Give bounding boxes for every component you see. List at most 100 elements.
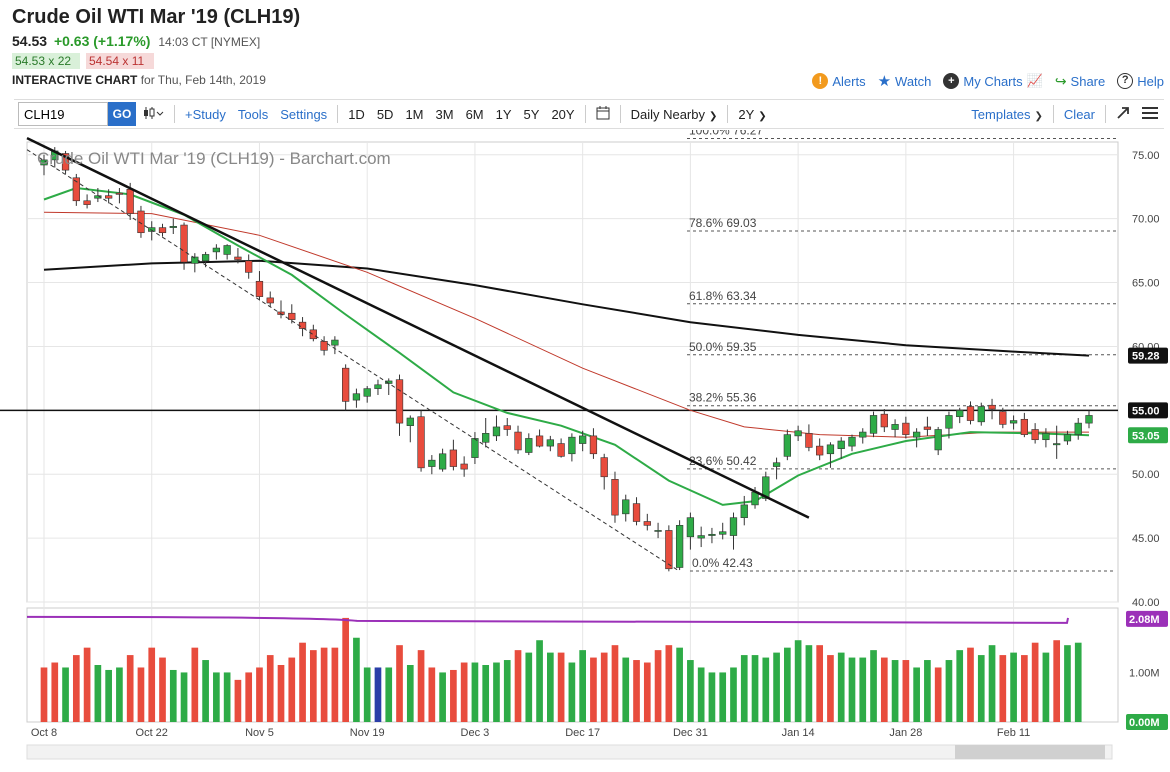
- price-label-box: [1128, 427, 1168, 444]
- volume-bar: [934, 667, 942, 722]
- volume-bar: [600, 652, 608, 722]
- candle: [988, 404, 996, 410]
- volume-bar: [126, 655, 134, 722]
- volume-bar: [202, 660, 209, 722]
- x-tick-label: Jan 14: [782, 727, 815, 739]
- quote-time: 14:03 CT [NYMEX]: [158, 35, 261, 49]
- candle: [320, 341, 328, 351]
- candle: [622, 499, 630, 515]
- candle: [826, 444, 835, 455]
- templates-dropdown[interactable]: Templates ❯: [965, 107, 1049, 122]
- x-tick-label: Dec 3: [461, 727, 490, 739]
- candle: [234, 256, 242, 260]
- candle: [740, 504, 748, 518]
- toolbar-divider: [1052, 105, 1054, 123]
- candle: [61, 153, 70, 171]
- volume-bar: [342, 617, 349, 722]
- volume-bar: [827, 655, 834, 722]
- candle: [83, 200, 91, 205]
- watch-label: Watch: [895, 73, 932, 89]
- help-label: Help: [1137, 73, 1164, 89]
- period-1m[interactable]: 1M: [405, 106, 424, 122]
- y-tick-label: 40.00: [1132, 597, 1160, 609]
- share-icon: ↪: [1054, 72, 1067, 89]
- volume-bar: [94, 665, 102, 722]
- candle: [859, 431, 867, 438]
- chart-date: for Thu, Feb 14th, 2019: [140, 73, 266, 87]
- candle: [180, 224, 188, 263]
- volume-bar: [848, 657, 856, 722]
- clear-button[interactable]: Clear: [1063, 106, 1095, 122]
- candle: [934, 429, 942, 451]
- y-tick-label: 70.00: [1132, 214, 1160, 226]
- interactive-chart-label: INTERACTIVE CHART for Thu, Feb 14th, 201…: [12, 73, 266, 87]
- my-charts-link[interactable]: + My Charts 📈: [943, 72, 1043, 90]
- help-link[interactable]: ? Help: [1117, 72, 1164, 90]
- volume-bar: [590, 657, 597, 722]
- alerts-label: Alerts: [832, 73, 866, 89]
- volume-bar: [363, 667, 371, 722]
- chevron-down-icon: ❯: [758, 110, 767, 122]
- toolbar-divider: [174, 105, 175, 123]
- candle: [794, 430, 802, 437]
- candle: [837, 440, 845, 449]
- candle: [137, 210, 145, 234]
- settings-button[interactable]: Settings: [280, 106, 328, 122]
- candle: [158, 227, 167, 234]
- volume-bar: [51, 662, 59, 722]
- volume-bar: [945, 660, 953, 722]
- expand-button[interactable]: [1110, 106, 1136, 123]
- range-dropdown[interactable]: 2Y ❯: [732, 107, 772, 122]
- candle: [675, 525, 684, 568]
- go-button[interactable]: GO: [108, 102, 136, 126]
- candle: [298, 321, 307, 329]
- candle: [201, 254, 210, 262]
- toolbar-divider: [337, 105, 339, 123]
- candle: [1009, 420, 1018, 424]
- volume-bar: [740, 655, 748, 722]
- candle: [977, 406, 985, 423]
- plus-circle-icon: +: [943, 73, 960, 89]
- toolbar-divider: [584, 105, 586, 123]
- period-1y[interactable]: 1Y: [495, 106, 512, 122]
- last-price: 54.53: [12, 33, 48, 49]
- period-5d[interactable]: 5D: [376, 106, 394, 122]
- study-button[interactable]: +Study: [185, 106, 226, 122]
- symbol-input[interactable]: [18, 102, 108, 126]
- toolbar-divider: [619, 105, 621, 123]
- volume-bar: [816, 645, 824, 722]
- chart-type-button[interactable]: [136, 106, 170, 123]
- watch-link[interactable]: ★ Watch: [878, 72, 932, 90]
- ma-100-line: [43, 211, 1089, 438]
- volume-bar: [439, 672, 446, 722]
- volume-bar: [687, 660, 694, 722]
- candle: [514, 431, 522, 451]
- chevron-down-icon: ❯: [709, 110, 718, 122]
- menu-button[interactable]: [1136, 106, 1164, 123]
- price-chart[interactable]: 100.0% 76.27 78.6% 69.03 61.8% 63.34 50.0% …: [0, 130, 1170, 772]
- candle: [395, 379, 404, 424]
- tools-button[interactable]: Tools: [237, 106, 269, 122]
- volume-bar: [579, 650, 586, 722]
- help-icon: ?: [1117, 73, 1134, 89]
- candle: [783, 434, 791, 457]
- period-3m[interactable]: 3M: [435, 106, 454, 122]
- volume-bar: [805, 645, 813, 722]
- period-5y[interactable]: 5Y: [523, 106, 540, 122]
- interval-dropdown[interactable]: Daily Nearby ❯: [625, 107, 724, 122]
- share-link[interactable]: ↪ Share: [1055, 72, 1105, 90]
- volume-bar: [256, 667, 263, 722]
- candle: [923, 426, 932, 430]
- candle: [589, 435, 598, 455]
- calendar-button[interactable]: [590, 105, 616, 123]
- period-20y[interactable]: 20Y: [551, 106, 575, 122]
- period-1d[interactable]: 1D: [348, 106, 365, 122]
- period-6m[interactable]: 6M: [465, 106, 484, 122]
- candle: [568, 436, 576, 455]
- x-tick-label: Nov 19: [350, 727, 385, 739]
- volume-bar: [406, 665, 414, 722]
- volume-label-box: [1126, 714, 1168, 730]
- alerts-link[interactable]: ! Alerts: [812, 72, 866, 90]
- volume-bar: [525, 652, 533, 722]
- hamburger-icon: [1142, 106, 1158, 119]
